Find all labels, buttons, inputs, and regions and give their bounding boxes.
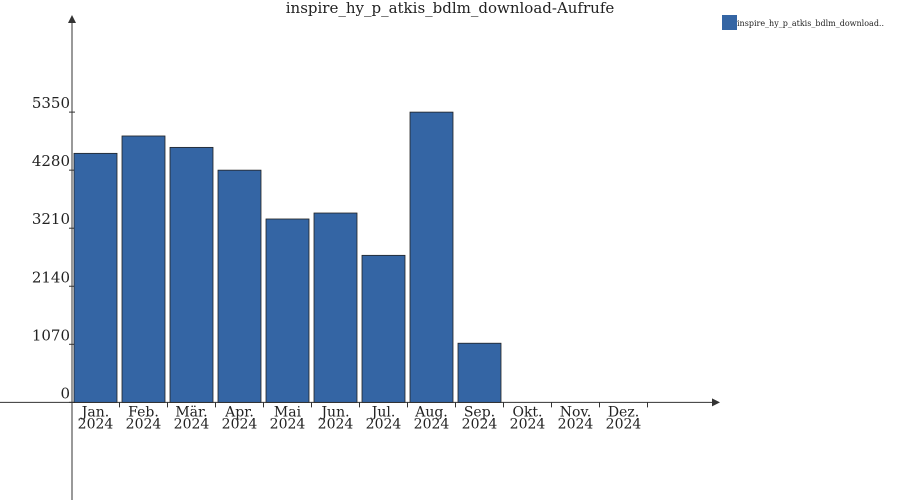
bar (313, 212, 358, 403)
bar (121, 135, 166, 403)
x-tick-label: Jun. 2024 (318, 404, 354, 432)
x-tick-label: Sep. 2024 (462, 404, 498, 432)
x-tick-label: Jan. 2024 (78, 404, 114, 432)
y-tick-label: 2140 (32, 268, 70, 286)
y-tick-label: 1070 (32, 326, 70, 344)
bar (73, 152, 118, 403)
chart-title: inspire_hy_p_atkis_bdlm_download-Aufrufe (286, 0, 615, 17)
x-tick-label: Aug. 2024 (414, 404, 450, 432)
x-tick-label: Feb. 2024 (126, 404, 162, 432)
bar (217, 169, 262, 403)
x-tick-label: Dez. 2024 (606, 404, 642, 432)
x-tick-label: Jul. 2024 (366, 404, 402, 432)
x-tick-label: Mai 2024 (270, 404, 306, 432)
bar (409, 111, 454, 403)
x-tick-label: Mär. 2024 (174, 404, 210, 432)
x-axis-arrow (712, 398, 720, 407)
bar (265, 218, 310, 403)
x-tick-label: Nov. 2024 (558, 404, 594, 432)
x-tick-label: Apr. 2024 (222, 404, 258, 432)
y-tick-label: 0 (60, 384, 70, 402)
bar (361, 254, 406, 403)
legend-swatch (722, 15, 737, 30)
y-axis-arrow (68, 15, 76, 23)
bar (457, 342, 502, 403)
legend-label: inspire_hy_p_atkis_bdlm_download.. (737, 19, 884, 28)
y-tick-label: 5350 (32, 94, 70, 112)
x-tick-label: Okt. 2024 (510, 404, 546, 432)
bar (169, 146, 214, 403)
y-tick-label: 3210 (32, 210, 70, 228)
y-tick-label: 4280 (32, 152, 70, 170)
